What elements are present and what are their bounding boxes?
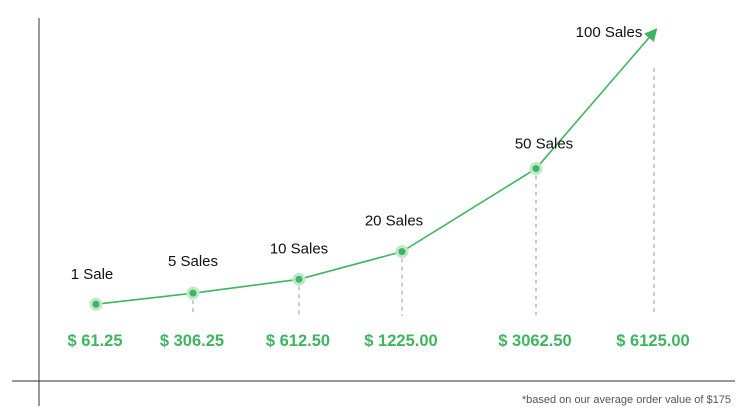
drop-lines [192,68,655,316]
sales-label: 1 Sale [71,266,114,283]
data-points [89,162,543,311]
sales-label: 10 Sales [270,240,328,257]
value-label: $ 6125.00 [616,332,689,350]
value-labels: $ 61.25 $ 306.25 $ 612.50 $ 1225.00 $ 3062.5… [67,332,689,350]
sales-label: 20 Sales [365,213,423,230]
data-point [395,245,409,259]
value-label: $ 61.25 [67,332,122,350]
data-point [186,286,200,300]
sales-label: 50 Sales [515,136,573,153]
value-label: $ 306.25 [160,332,224,350]
value-label: $ 612.50 [266,332,330,350]
sales-label: 5 Sales [168,253,218,270]
data-point [529,162,543,176]
sales-label: 100 Sales [576,24,643,41]
footnote: *based on our average order value of $17… [521,394,731,406]
data-point [292,272,306,286]
series-line [95,28,658,306]
value-label: $ 3062.50 [498,332,571,350]
sales-labels: 1 Sale 5 Sales 10 Sales 20 Sales 50 Sales 100… [71,24,643,283]
value-label: $ 1225.00 [364,332,437,350]
data-point [89,297,103,311]
